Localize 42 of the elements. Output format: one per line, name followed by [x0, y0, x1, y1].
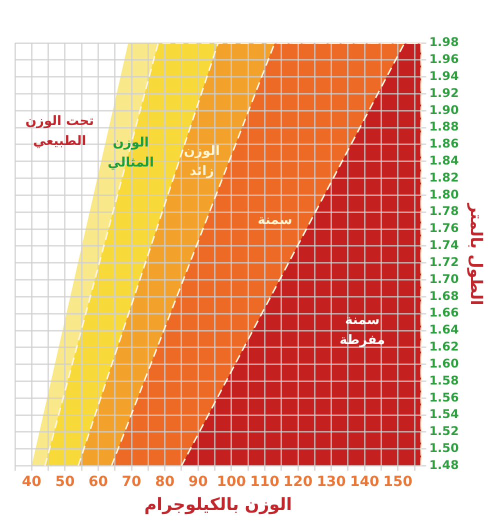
x-tick-label: 100	[216, 474, 246, 490]
y-tick-label: 1.78	[429, 204, 459, 218]
annotation: تحت الوزن الطبيعي	[25, 114, 94, 150]
x-tick-label: 150	[383, 474, 413, 490]
y-tick-label: 1.88	[429, 120, 459, 134]
y-tick-label: 1.82	[429, 170, 459, 184]
y-tick-label: 1.90	[429, 102, 459, 117]
x-axis-title: الوزن بالكيلوجرام	[144, 495, 292, 516]
y-tick-label: 1.48	[429, 458, 459, 472]
y-tick-label: 1.60	[429, 356, 459, 370]
annotation: الوزن المثالي	[108, 135, 154, 170]
y-tick-label: 1.80	[429, 187, 459, 202]
y-tick-label: 1.56	[429, 390, 459, 404]
y-tick-label: 1.84	[429, 154, 459, 168]
x-tick-label: 40	[22, 474, 42, 490]
y-tick-label: 1.68	[429, 288, 459, 303]
y-tick-label: 1.50	[429, 441, 459, 456]
x-tick-label: 90	[188, 474, 208, 490]
y-tick-label: 1.98	[429, 35, 459, 50]
x-tick-label: 70	[122, 474, 142, 490]
y-tick-label: 1.58	[429, 373, 459, 388]
x-tick-label: 110	[250, 474, 280, 490]
y-tick-label: 1.52	[429, 424, 459, 438]
x-tick-label: 60	[88, 474, 108, 490]
x-tick-label: 80	[155, 474, 175, 490]
x-tick-label: 120	[283, 474, 313, 490]
y-tick-label: 1.70	[429, 272, 459, 286]
y-tick-label: 1.74	[429, 238, 459, 252]
x-tick-label: 50	[55, 474, 75, 490]
y-tick-label: 1.76	[429, 221, 459, 236]
y-tick-label: 1.66	[429, 306, 459, 320]
x-tick-label: 130	[316, 474, 346, 490]
y-tick-label: 1.92	[429, 86, 459, 100]
y-tick-label: 1.96	[429, 52, 459, 66]
y-tick-label: 1.86	[429, 136, 459, 151]
y-tick-label: 1.62	[429, 340, 459, 354]
y-tick-label: 1.64	[429, 322, 459, 337]
x-tick-label: 140	[350, 474, 380, 490]
y-axis-title: الطول بالمتر	[467, 202, 486, 306]
y-tick-label: 1.54	[429, 407, 459, 422]
y-tick-label: 1.94	[429, 68, 459, 83]
y-tick-label: 1.72	[429, 254, 459, 269]
